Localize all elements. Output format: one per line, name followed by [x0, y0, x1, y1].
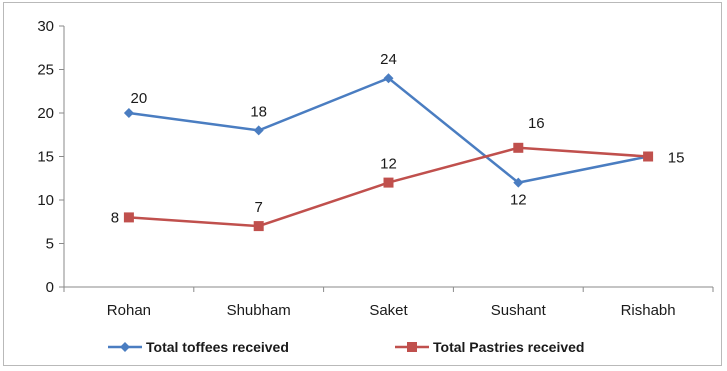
series-1-marker	[513, 177, 524, 188]
data-label-series-1: 18	[250, 103, 267, 120]
y-tick-label: 5	[46, 236, 54, 253]
series-1-marker	[123, 108, 134, 118]
y-axis-ticks: 0 5 10 15 20 25 30	[37, 18, 64, 296]
data-label-series-2: 7	[255, 199, 263, 216]
data-label-series-1: 24	[380, 51, 397, 68]
series-1-marker	[383, 73, 394, 84]
x-category-label: Shubham	[227, 302, 291, 319]
series-2-marker	[123, 212, 134, 223]
legend-marker-1	[120, 342, 130, 352]
x-category-label: Saket	[369, 302, 408, 319]
legend-label-2: Total Pastries received	[433, 339, 584, 355]
y-tick-label: 25	[37, 62, 54, 79]
chart-frame	[3, 2, 722, 366]
x-category-label: Rohan	[107, 302, 151, 319]
x-category-label: Rishabh	[621, 302, 676, 319]
series-2-marker	[513, 142, 524, 153]
series-2-marker	[253, 221, 264, 232]
y-tick-label: 30	[37, 18, 54, 35]
series-group	[123, 73, 654, 232]
legend-marker-2	[407, 342, 417, 352]
y-tick-label: 15	[37, 149, 54, 166]
legend-label-1: Total toffees received	[146, 339, 289, 355]
series-2-marker	[383, 177, 394, 188]
x-category-label: Sushant	[491, 302, 547, 319]
data-label-series-1: 12	[510, 192, 527, 209]
legend: Total toffees received Total Pastries rec…	[108, 339, 584, 355]
series-2-marker	[643, 151, 654, 162]
y-tick-label: 10	[37, 192, 54, 209]
series-1-marker	[253, 125, 264, 136]
data-label-series-1: 20	[131, 90, 148, 107]
x-axis-ticks: Rohan Shubham Saket Sushant Rishabh	[63, 287, 714, 319]
data-label-series-1: 15	[668, 150, 685, 167]
data-label-series-2: 12	[380, 156, 397, 173]
y-tick-label: 20	[37, 105, 54, 122]
y-tick-label: 0	[46, 279, 54, 296]
data-label-series-2: 8	[111, 209, 119, 226]
data-label-series-2: 16	[528, 115, 545, 132]
data-labels: 20 18 24 12 15 8 7 12 16	[111, 51, 685, 226]
